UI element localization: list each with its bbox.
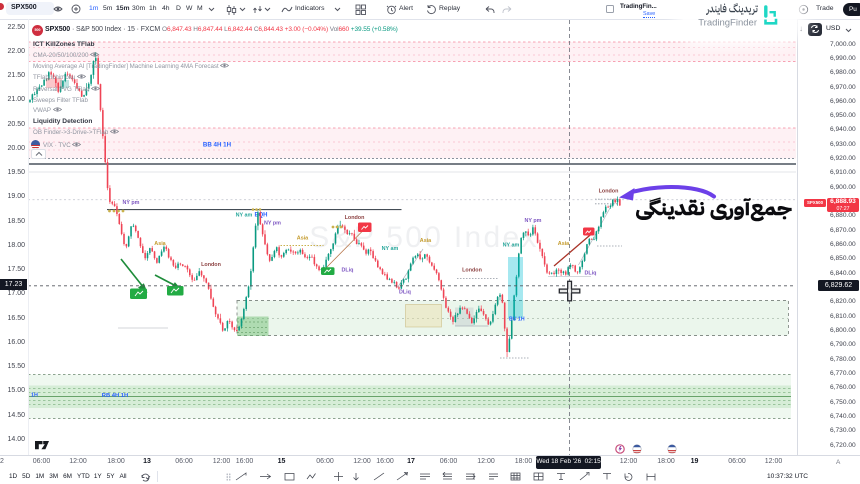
svg-text:NY pm: NY pm (525, 218, 542, 224)
svg-text:London: London (599, 189, 619, 195)
svg-text:Asia: Asia (297, 236, 309, 242)
svg-text:Asia: Asia (154, 241, 166, 247)
svg-text:DLiq: DLiq (342, 268, 354, 274)
svg-text:NY am: NY am (236, 213, 253, 219)
svg-text:DLiq: DLiq (585, 271, 597, 277)
svg-text:Asia: Asia (558, 241, 570, 247)
svg-text:London: London (345, 215, 365, 221)
svg-text:London: London (462, 268, 482, 274)
svg-text:BU 1H: BU 1H (509, 317, 525, 323)
svg-text:NY pm: NY pm (123, 200, 140, 206)
svg-text:TradingFinder: TradingFinder (698, 18, 757, 29)
svg-text:1H: 1H (31, 393, 38, 399)
svg-text:Asia: Asia (420, 238, 432, 244)
svg-text:NY pm: NY pm (264, 221, 281, 227)
svg-text:DLiq: DLiq (399, 290, 411, 296)
svg-text:S&P 500 Index: S&P 500 Index (309, 221, 539, 254)
svg-text:BB 4H 1H: BB 4H 1H (203, 142, 232, 149)
svg-text:NY am: NY am (382, 246, 399, 252)
svg-text:NY am: NY am (503, 243, 520, 249)
svg-text:RB 4H 1H: RB 4H 1H (102, 393, 128, 399)
svg-text:London: London (201, 262, 221, 268)
